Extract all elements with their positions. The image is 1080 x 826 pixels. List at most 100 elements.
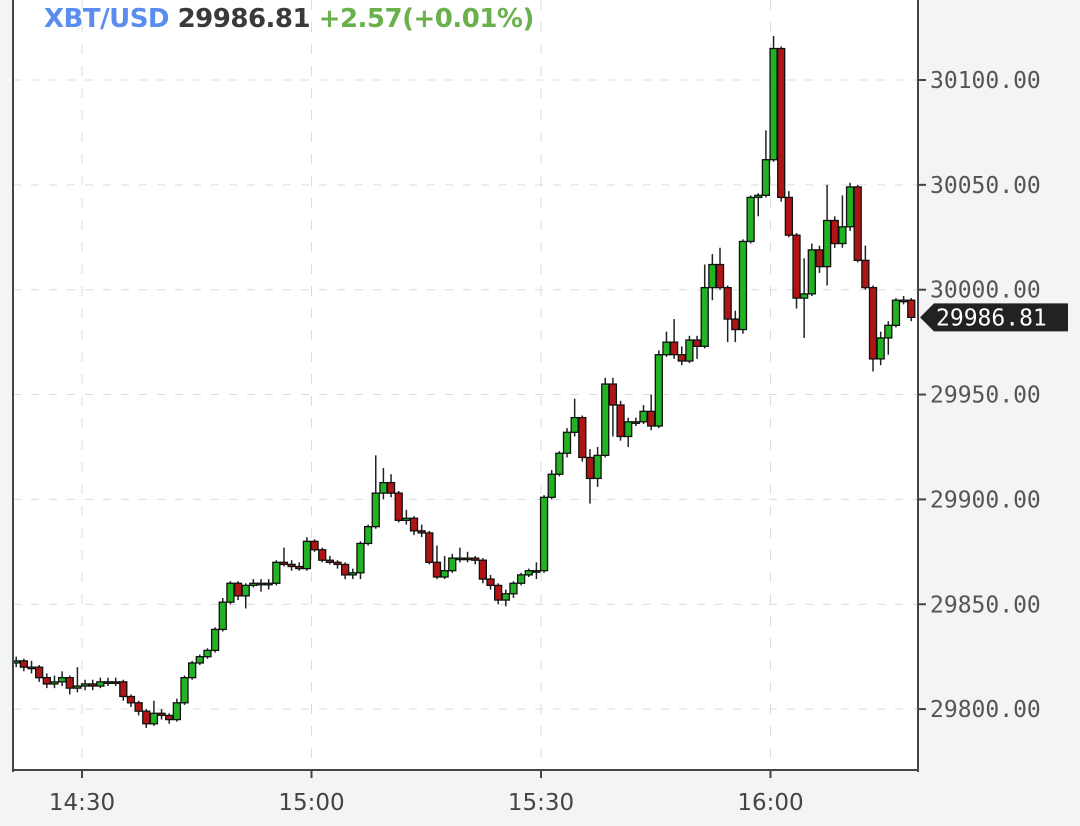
candle-up xyxy=(103,677,113,687)
plot-area xyxy=(13,0,918,770)
candle-up xyxy=(218,597,227,632)
candle-body xyxy=(149,712,159,725)
candle-down xyxy=(279,547,289,567)
candle-body xyxy=(891,299,901,326)
candle-down xyxy=(42,673,51,689)
candle-down xyxy=(318,547,327,563)
candle-body xyxy=(341,563,350,576)
candle-body xyxy=(172,702,182,721)
candle-body xyxy=(884,324,893,339)
candle-up xyxy=(363,524,373,546)
candle-up xyxy=(807,243,816,296)
candle-body xyxy=(356,542,365,574)
x-tick-label: 15:00 xyxy=(278,790,344,816)
candle-down xyxy=(341,562,350,580)
candle-up xyxy=(891,298,901,328)
candle-body xyxy=(35,666,44,679)
candle-down xyxy=(88,679,97,691)
candle-up xyxy=(570,398,579,437)
candle-body xyxy=(96,681,105,687)
candle-body xyxy=(42,676,51,685)
candle-up xyxy=(249,579,258,588)
candle-down xyxy=(784,191,794,238)
candle-body xyxy=(746,196,755,243)
candle-down xyxy=(868,285,878,372)
candle-body xyxy=(363,526,373,545)
candle-body xyxy=(715,263,725,289)
candle-body xyxy=(669,341,679,356)
candle-body xyxy=(845,186,855,228)
candle-body xyxy=(578,416,587,459)
candle-body xyxy=(899,299,908,303)
candle-body xyxy=(807,249,816,295)
candle-down xyxy=(792,233,801,309)
candle-body xyxy=(494,584,503,601)
candle-body xyxy=(188,662,197,679)
candle-body xyxy=(348,572,357,576)
candle-down xyxy=(494,583,503,605)
candle-body xyxy=(157,712,166,717)
candle-body xyxy=(409,517,419,532)
candle-body xyxy=(853,186,862,261)
candle-down xyxy=(608,377,618,437)
candle-body xyxy=(241,584,250,597)
symbol-label: XBT/USD xyxy=(44,4,170,34)
candle-body xyxy=(256,582,266,586)
candle-down xyxy=(310,539,319,552)
candle-body xyxy=(647,410,656,427)
candle-up xyxy=(348,568,357,580)
candle-down xyxy=(486,574,495,590)
candle-up xyxy=(195,654,204,666)
candle-down xyxy=(478,558,488,584)
candle-body xyxy=(769,47,778,161)
candle-body xyxy=(562,431,572,454)
candle-body xyxy=(440,570,449,578)
candle-up xyxy=(685,335,694,364)
candle-body xyxy=(501,593,510,601)
candle-body xyxy=(777,47,786,199)
candle-down xyxy=(647,394,656,431)
candle-body xyxy=(279,561,289,566)
candle-up xyxy=(241,583,250,609)
last-price: 29986.81 xyxy=(177,4,311,34)
candle-body xyxy=(509,582,518,595)
candle-up xyxy=(624,417,633,447)
candle-body xyxy=(524,570,533,576)
candle-down xyxy=(425,530,434,565)
candle-up xyxy=(264,579,273,590)
candle-body xyxy=(448,557,457,572)
candle-down xyxy=(830,216,839,248)
candle-body xyxy=(325,559,335,563)
candle-body xyxy=(654,354,663,427)
candle-body xyxy=(210,628,220,652)
candle-body xyxy=(318,549,327,561)
candle-up xyxy=(440,556,449,580)
candle-up xyxy=(800,258,809,338)
candle-up xyxy=(884,321,893,355)
candle-body xyxy=(180,676,189,704)
price-change: +2.57(+0.01%) xyxy=(318,4,535,34)
candle-up xyxy=(654,350,663,429)
candle-up xyxy=(302,537,312,571)
candle-body xyxy=(830,219,839,245)
candle-down xyxy=(325,556,335,565)
candle-up xyxy=(601,377,610,458)
candle-up xyxy=(149,700,159,726)
candle-down xyxy=(394,491,403,523)
candle-up xyxy=(516,572,526,586)
x-tick-label: 16:00 xyxy=(737,790,803,816)
candle-body xyxy=(532,570,541,573)
candle-up xyxy=(226,581,235,605)
candle-up xyxy=(746,195,755,244)
candle-up xyxy=(188,660,197,680)
candle-body xyxy=(371,492,380,528)
candle-up xyxy=(899,295,908,305)
candle-body xyxy=(50,681,59,685)
candle-up xyxy=(754,193,763,217)
y-axis-ticks: 29800.00 29850.00 29900.00 29950.00 30000.00… xyxy=(918,68,1041,723)
y-tick-label: 30000.00 xyxy=(930,278,1041,304)
candle-body xyxy=(142,710,151,725)
candle-body xyxy=(731,318,740,331)
candle-body xyxy=(126,695,136,704)
